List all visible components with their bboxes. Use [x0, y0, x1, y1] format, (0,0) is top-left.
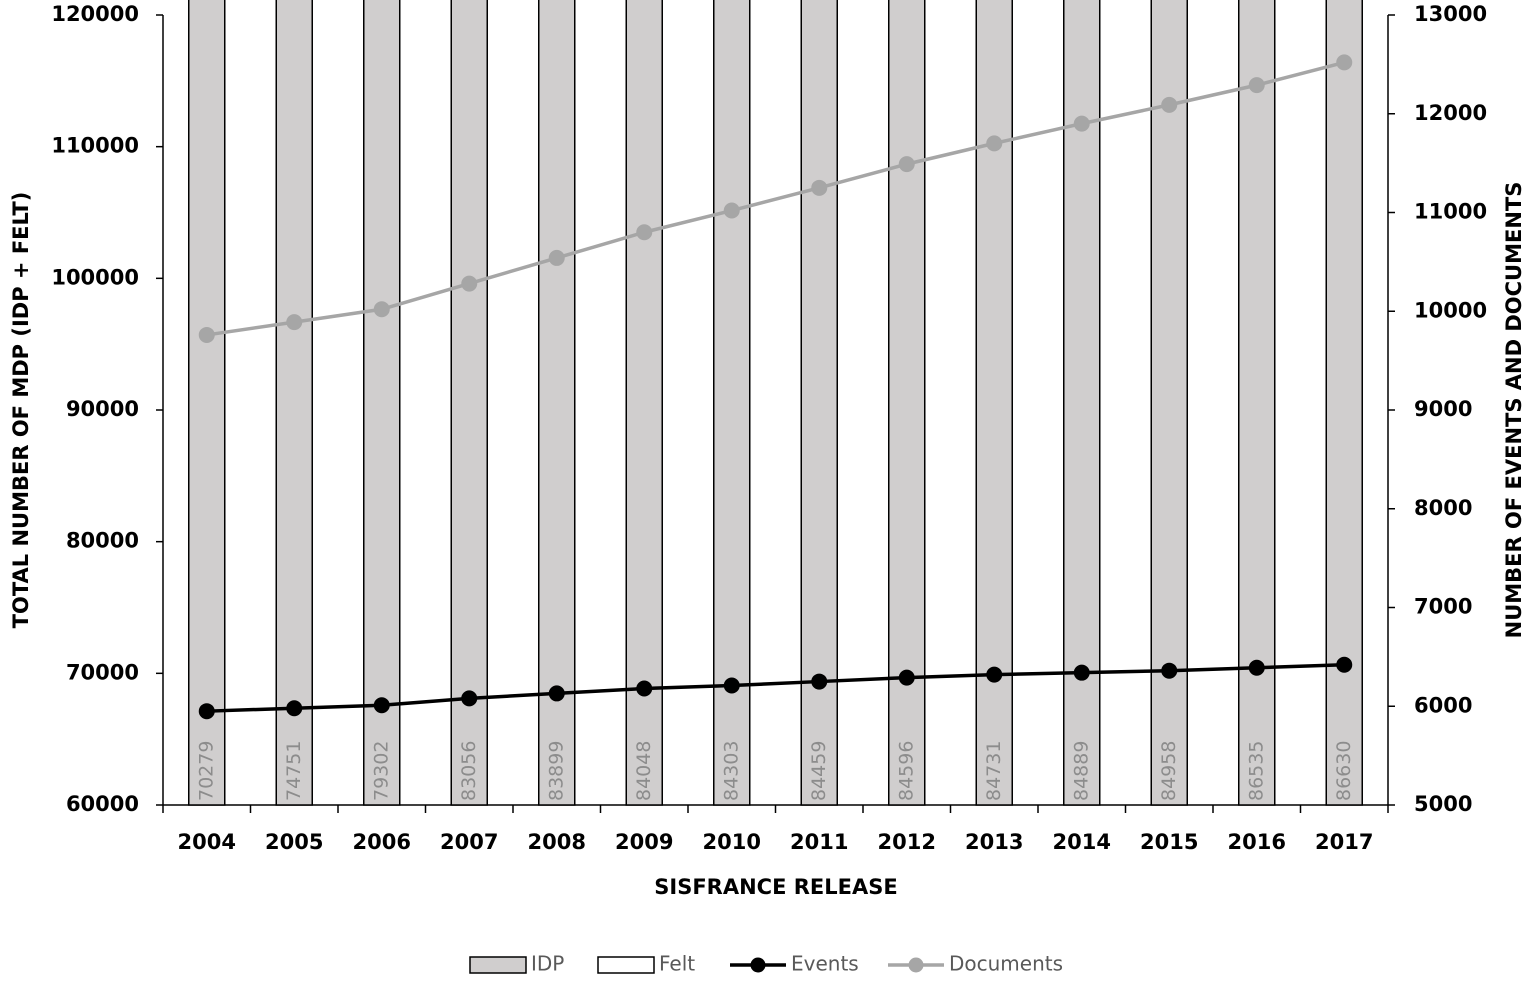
y-tick-label: 110000	[51, 134, 139, 158]
y2-tick-label: 13000	[1414, 2, 1487, 26]
data-label: 84958	[1158, 741, 1180, 801]
y2-tick-label: 11000	[1414, 200, 1487, 224]
legend-marker	[908, 957, 924, 973]
x-tick-label: 2004	[178, 830, 236, 854]
data-label: 86535	[1245, 741, 1267, 801]
marker	[1336, 656, 1353, 673]
y-tick-label: 90000	[66, 397, 139, 421]
x-tick-label: 2007	[440, 830, 498, 854]
bar	[450, 0, 488, 806]
x-tick-label: 2011	[790, 830, 848, 854]
x-tick-label: 2015	[1140, 830, 1198, 854]
marker	[1161, 96, 1178, 113]
x-tick-label: 2014	[1053, 830, 1111, 854]
y-tick-label: 80000	[66, 529, 139, 553]
marker	[548, 685, 565, 702]
line	[206, 663, 1345, 713]
marker	[723, 677, 740, 694]
y2-tick-label: 8000	[1414, 496, 1472, 520]
data-label: 84596	[895, 741, 917, 801]
y-tick-label: 100000	[51, 265, 139, 289]
marker	[986, 135, 1003, 152]
data-label: 83899	[545, 741, 567, 801]
marker	[286, 314, 303, 331]
line	[206, 60, 1345, 337]
marker	[636, 224, 653, 241]
data-label: 74751	[283, 741, 305, 801]
bar	[188, 0, 226, 806]
x-tick-label: 2005	[265, 830, 323, 854]
marker	[1161, 662, 1178, 679]
x-tick-label: 2010	[703, 830, 761, 854]
marker	[198, 703, 215, 720]
x-tick-label: 2013	[965, 830, 1023, 854]
y-axis-title: TOTAL NUMBER OF MDP (IDP + FELT)	[9, 192, 33, 629]
x-tick-label: 2008	[528, 830, 586, 854]
marker	[898, 156, 915, 173]
marker	[461, 690, 478, 707]
marker	[1248, 659, 1265, 676]
marker	[811, 673, 828, 690]
x-tick-label: 2009	[615, 830, 673, 854]
data-label: 83056	[458, 741, 480, 801]
marker	[723, 202, 740, 219]
y2-axis-title: NUMBER OF EVENTS AND DOCUMENTS	[1502, 182, 1526, 639]
legend-swatch	[597, 956, 655, 974]
data-label: 86630	[1333, 741, 1355, 801]
marker	[373, 301, 390, 318]
legend-label: Documents	[949, 952, 1063, 976]
marker	[198, 326, 215, 343]
bar	[363, 0, 401, 806]
y2-tick-label: 7000	[1414, 595, 1472, 619]
bar	[275, 0, 313, 806]
y-tick-label: 60000	[66, 792, 139, 816]
bar	[625, 0, 663, 806]
legend-label: Felt	[659, 952, 695, 976]
y-tick-label: 120000	[51, 2, 139, 26]
x-tick-label: 2012	[878, 830, 936, 854]
marker	[986, 666, 1003, 683]
bar	[975, 0, 1013, 806]
marker	[1073, 115, 1090, 132]
data-label: 79302	[370, 741, 392, 801]
data-label: 84048	[633, 741, 655, 801]
y2-tick-label: 5000	[1414, 792, 1472, 816]
bar	[1150, 0, 1188, 806]
x-axis-title: SISFRANCE RELEASE	[654, 875, 897, 899]
marker	[1073, 664, 1090, 681]
bar	[1238, 0, 1276, 806]
marker	[1336, 54, 1353, 71]
marker	[811, 179, 828, 196]
bar	[1325, 0, 1363, 806]
data-label: 70279	[195, 741, 217, 801]
legend-marker	[750, 957, 766, 973]
marker	[1248, 77, 1265, 94]
y-tick-label: 70000	[66, 660, 139, 684]
legend-label: IDP	[531, 952, 564, 976]
data-label: 84459	[808, 741, 830, 801]
bar	[538, 0, 576, 806]
marker	[898, 669, 915, 686]
y2-tick-label: 6000	[1414, 693, 1472, 717]
y2-tick-label: 10000	[1414, 298, 1487, 322]
data-label: 84889	[1070, 741, 1092, 801]
marker	[636, 680, 653, 697]
x-tick-label: 2017	[1315, 830, 1373, 854]
x-tick-label: 2006	[353, 830, 411, 854]
y2-tick-label: 12000	[1414, 101, 1487, 125]
data-label: 84303	[720, 741, 742, 801]
marker	[461, 275, 478, 292]
x-tick-label: 2016	[1228, 830, 1286, 854]
data-label: 84731	[983, 741, 1005, 801]
legend-swatch	[469, 956, 527, 974]
bar	[713, 0, 751, 806]
marker	[548, 249, 565, 266]
marker	[373, 697, 390, 714]
marker	[286, 700, 303, 717]
legend-label: Events	[791, 952, 859, 976]
y2-tick-label: 9000	[1414, 397, 1472, 421]
bar	[800, 0, 838, 806]
